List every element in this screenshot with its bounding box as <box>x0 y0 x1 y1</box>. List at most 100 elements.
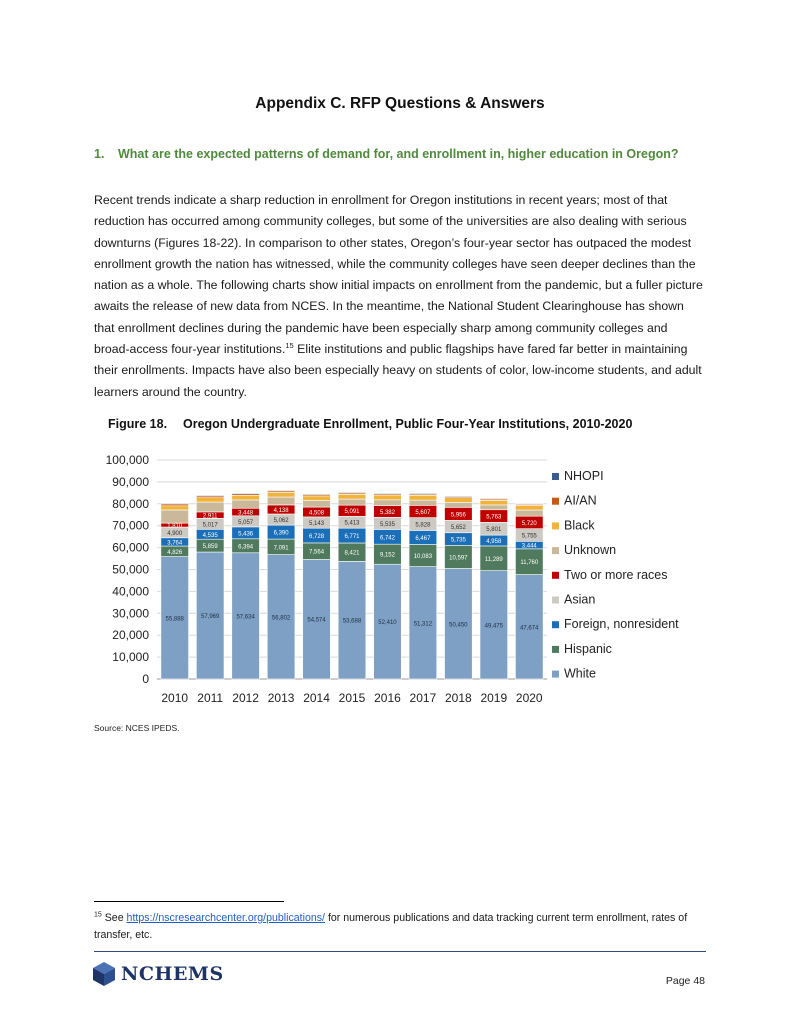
bar-segment-black <box>337 494 367 500</box>
bar-segment-white <box>196 551 225 680</box>
page-number: Page 48 <box>665 975 705 987</box>
data-label: 51,312 <box>414 621 433 627</box>
nchems-logo: NCHEMS <box>92 961 224 987</box>
data-label: 5,091 <box>344 509 360 515</box>
bar-segment-white <box>160 556 189 680</box>
data-label: 3,764 <box>167 540 183 546</box>
enrollment-stacked-bar-chart: 0 10,000 20,000 30,000 40,000 50,000 60,000 70,… <box>106 453 680 705</box>
bar-segment-nhopi <box>196 494 225 497</box>
bar-segment-black <box>515 505 544 511</box>
question-text: What are the expected patterns of demand… <box>118 147 679 161</box>
legend-swatch <box>552 670 559 678</box>
data-label: 5,801 <box>486 527 502 533</box>
data-label: 5,720 <box>522 521 538 527</box>
legend-item: Asian <box>564 593 595 607</box>
data-label: 6,742 <box>380 535 396 541</box>
footnote: 15 See https://nscresearchcenter.org/pub… <box>94 910 709 944</box>
body-text-part-2: Elite institutions and public flagships … <box>94 342 702 399</box>
y-tick-label: 30,000 <box>112 606 149 620</box>
bar-segment-unknown <box>266 496 296 506</box>
footnote-link[interactable]: https://nscresearchcenter.org/publicatio… <box>126 912 325 924</box>
data-label: 6,771 <box>344 534 360 540</box>
data-label: 5,413 <box>344 521 360 527</box>
bar-segment-black <box>160 505 189 511</box>
x-tick-label: 2011 <box>197 691 223 705</box>
data-label: 54,574 <box>307 618 326 624</box>
bar-segment-black <box>302 495 331 501</box>
bar-segment-unknown <box>408 499 438 506</box>
data-label: 4,535 <box>203 533 219 539</box>
data-label: 5,735 <box>451 538 467 544</box>
legend-swatch <box>552 596 559 604</box>
data-label: 6,390 <box>274 531 290 537</box>
x-tick-label: 2012 <box>232 691 259 705</box>
data-label: 3,444 <box>522 544 538 550</box>
data-label: 5,062 <box>274 518 290 524</box>
data-label: 3,448 <box>238 511 254 517</box>
logo-text: NCHEMS <box>121 963 224 985</box>
x-tick-label: 2019 <box>480 691 507 705</box>
question-heading: 1. What are the expected patterns of dem… <box>94 144 694 164</box>
x-tick-label: 2010 <box>161 691 188 705</box>
data-label: 4,826 <box>167 550 183 556</box>
data-label: 5,755 <box>522 533 538 539</box>
bar-segment-nhopi <box>408 493 438 495</box>
data-label: 5,828 <box>415 523 431 529</box>
data-label: 11,289 <box>485 557 504 563</box>
x-tick-label: 2014 <box>303 691 330 705</box>
bar-segment-nhopi <box>231 492 260 495</box>
y-tick-label: 20,000 <box>112 628 149 642</box>
y-tick-label: 60,000 <box>112 541 149 555</box>
footnote-reference[interactable]: 15 <box>285 340 294 350</box>
figure-source: Source: NCES IPEDS. <box>94 723 180 733</box>
y-tick-label: 80,000 <box>112 497 149 511</box>
data-label: 4,138 <box>274 508 290 514</box>
data-label: 7,091 <box>274 545 290 551</box>
data-label: 6,728 <box>309 534 325 540</box>
data-label: 56,802 <box>272 615 291 621</box>
x-tick-label: 2013 <box>268 691 295 705</box>
bar-segment-nhopi <box>302 493 331 495</box>
legend-item: Foreign, nonresident <box>564 617 679 631</box>
legend-item: AI/AN <box>564 494 597 508</box>
legend-item: Hispanic <box>564 642 612 656</box>
legend-swatch <box>552 547 559 555</box>
bar-segment-black <box>231 495 260 501</box>
bar-segment-nhopi <box>337 491 367 494</box>
legend-item: Two or more races <box>564 568 668 582</box>
data-label: 4,508 <box>309 510 325 516</box>
legend-item: White <box>564 667 596 681</box>
data-label: 10,597 <box>449 555 468 561</box>
data-label: 49,475 <box>485 623 504 629</box>
bar-segment-unknown <box>302 500 331 508</box>
footnote-number: 15 <box>94 911 102 919</box>
bar-segment-white <box>231 552 260 680</box>
bar-segment-white <box>444 568 473 680</box>
data-label: 4,958 <box>486 539 502 545</box>
bar-segment-white <box>337 561 367 680</box>
data-label: 8,421 <box>344 551 360 557</box>
legend-swatch <box>552 645 559 653</box>
data-label: 52,410 <box>378 620 397 626</box>
data-label: 5,436 <box>238 531 254 537</box>
bar-segment-black <box>408 495 438 501</box>
bar-segment-unknown <box>479 504 508 511</box>
figure-label: Figure 18. <box>108 417 168 431</box>
y-tick-label: 40,000 <box>112 584 149 598</box>
bar-segment-white <box>302 559 331 680</box>
x-tick-label: 2017 <box>410 691 437 705</box>
bar-segment-black <box>479 500 508 506</box>
bar-segment-nhopi <box>266 489 296 492</box>
data-label: 5,956 <box>451 512 467 518</box>
legend-swatch <box>552 571 559 579</box>
bar-segment-unknown <box>444 501 473 508</box>
data-label: 47,674 <box>520 625 539 631</box>
bar-segment-hispanic <box>479 545 508 571</box>
question-number: 1. <box>94 147 105 161</box>
data-label: 10,083 <box>414 554 433 560</box>
data-label: 5,763 <box>486 515 502 521</box>
footnote-text-before: See <box>101 912 127 924</box>
bar-segment-nhopi <box>479 498 508 500</box>
x-tick-label: 2016 <box>374 691 401 705</box>
data-label: 5,652 <box>451 525 467 531</box>
